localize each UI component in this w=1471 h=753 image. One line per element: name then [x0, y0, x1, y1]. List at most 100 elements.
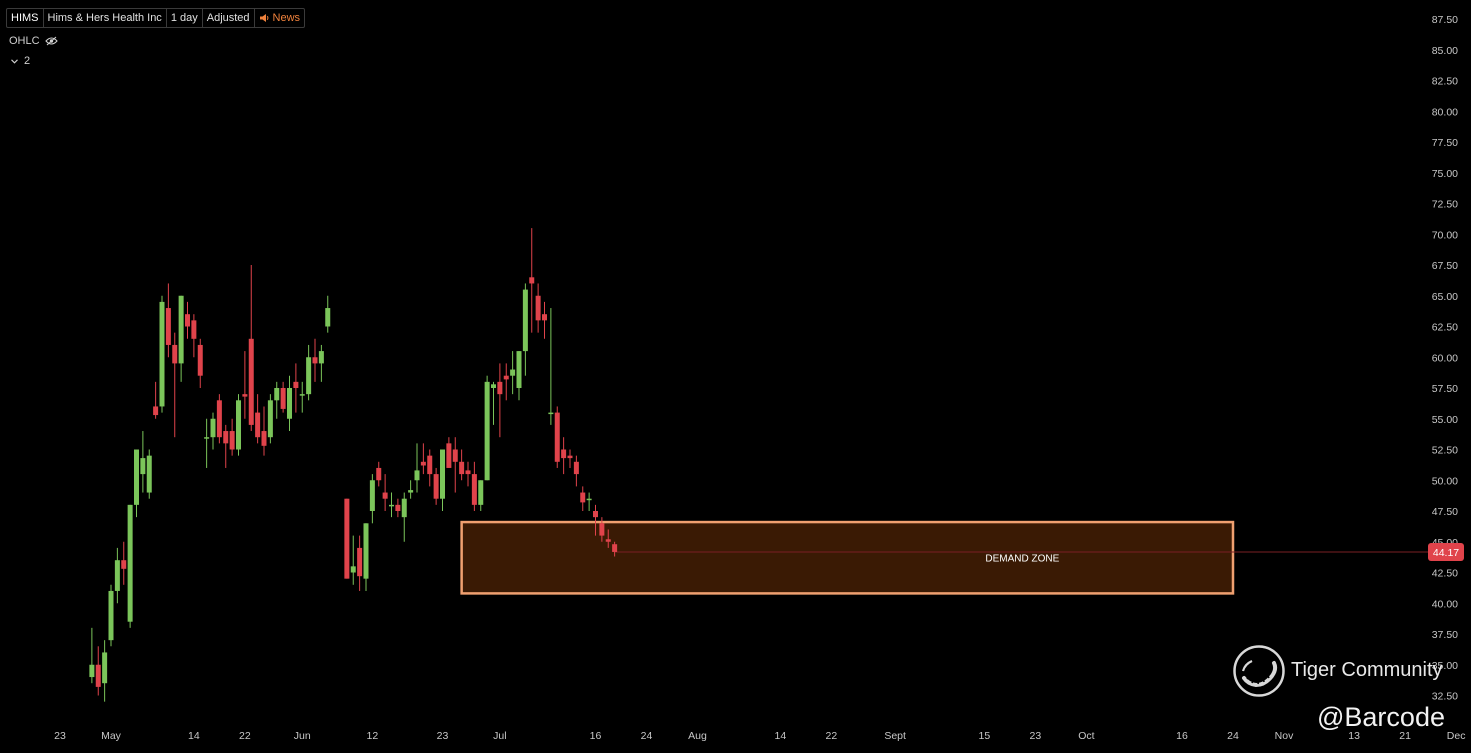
candle-up[interactable] — [491, 384, 496, 388]
candle-down[interactable] — [223, 431, 229, 444]
candle-up[interactable] — [146, 455, 152, 493]
candle-down[interactable] — [580, 492, 586, 503]
y-tick-label: 60.00 — [1432, 352, 1458, 364]
candle-up[interactable] — [414, 470, 420, 481]
candle-down[interactable] — [191, 320, 197, 339]
candle-down[interactable] — [242, 394, 248, 397]
candle-down[interactable] — [153, 406, 159, 416]
indicator-collapse[interactable]: 2 — [11, 55, 30, 67]
candle-up[interactable] — [127, 504, 133, 622]
candle-down[interactable] — [172, 344, 178, 364]
candle-up[interactable] — [267, 400, 273, 438]
candle-up[interactable] — [299, 394, 305, 396]
candle-down[interactable] — [465, 470, 471, 475]
candle-up[interactable] — [134, 449, 139, 505]
candle-up[interactable] — [548, 412, 554, 415]
x-tick-label: Dec — [1447, 730, 1466, 742]
candle-up[interactable] — [510, 369, 516, 376]
candle-up[interactable] — [484, 381, 490, 481]
candle-up[interactable] — [102, 652, 108, 684]
x-tick-label: 22 — [826, 730, 838, 742]
candle-up[interactable] — [204, 437, 210, 439]
candle-down[interactable] — [561, 449, 567, 459]
candle-down[interactable] — [95, 664, 101, 687]
candle-up[interactable] — [350, 566, 356, 573]
candle-down[interactable] — [599, 523, 605, 536]
candle-down[interactable] — [573, 461, 579, 475]
candle-down[interactable] — [542, 314, 547, 321]
candle-up[interactable] — [140, 458, 146, 475]
candle-down[interactable] — [567, 455, 573, 459]
candle-up[interactable] — [306, 357, 312, 395]
candle-down[interactable] — [293, 381, 299, 388]
candle-up[interactable] — [325, 308, 331, 327]
candle-down[interactable] — [229, 431, 235, 450]
candle-up[interactable] — [108, 590, 114, 641]
interval-button[interactable]: 1 day — [167, 9, 203, 27]
candle-down[interactable] — [121, 560, 127, 569]
candle-up[interactable] — [389, 504, 394, 507]
candle-up[interactable] — [586, 498, 592, 501]
candle-up[interactable] — [363, 523, 369, 579]
candle-down[interactable] — [216, 400, 222, 438]
x-tick-label: Nov — [1275, 730, 1294, 742]
candle-down[interactable] — [248, 338, 254, 425]
news-button[interactable]: News — [255, 9, 305, 27]
candle-up[interactable] — [408, 490, 414, 493]
candle-down[interactable] — [312, 357, 318, 364]
candle-up[interactable] — [159, 301, 165, 407]
candle-down[interactable] — [427, 455, 433, 475]
candle-down[interactable] — [261, 431, 267, 446]
x-tick-label: 23 — [54, 730, 66, 742]
candle-up[interactable] — [478, 480, 484, 505]
candle-down[interactable] — [376, 467, 382, 481]
candle-down[interactable] — [497, 381, 503, 395]
demand-zone-box[interactable] — [460, 520, 1235, 595]
adjust-button[interactable]: Adjusted — [203, 9, 255, 27]
candle-up[interactable] — [318, 351, 324, 364]
candle-down[interactable] — [612, 544, 618, 552]
candle-down[interactable] — [471, 474, 477, 505]
chevron-down-icon — [11, 58, 18, 64]
candle-up[interactable] — [89, 664, 95, 678]
y-tick-label: 72.50 — [1432, 199, 1458, 211]
candle-up[interactable] — [287, 388, 292, 419]
candle-up[interactable] — [522, 289, 528, 352]
candle-down[interactable] — [395, 504, 401, 511]
candle-down[interactable] — [459, 461, 465, 475]
candle-up[interactable] — [114, 560, 120, 591]
candle-up[interactable] — [274, 388, 280, 401]
candle-down[interactable] — [605, 539, 611, 542]
candle-up[interactable] — [440, 449, 445, 499]
candle-down[interactable] — [529, 277, 535, 284]
candle-down[interactable] — [357, 547, 363, 577]
candle-down[interactable] — [344, 498, 350, 579]
x-tick-label: 16 — [590, 730, 602, 742]
candle-down[interactable] — [165, 308, 171, 345]
candle-down[interactable] — [185, 314, 190, 327]
candle-down[interactable] — [433, 474, 439, 499]
candle-down[interactable] — [197, 344, 203, 376]
candle-down[interactable] — [280, 388, 286, 409]
x-tick-label: May — [101, 730, 122, 742]
candle-down[interactable] — [420, 461, 426, 466]
candle-down[interactable] — [503, 375, 509, 380]
candle-up[interactable] — [401, 498, 407, 518]
candle-up[interactable] — [178, 295, 184, 364]
candle-down[interactable] — [255, 412, 261, 438]
symbol-button[interactable]: HIMS — [7, 9, 44, 27]
candle-down[interactable] — [452, 449, 458, 462]
candle-up[interactable] — [516, 351, 522, 388]
candle-down[interactable] — [382, 492, 388, 499]
candle-down[interactable] — [593, 511, 598, 518]
candle-up[interactable] — [369, 480, 375, 511]
x-tick-label: Jun — [294, 730, 311, 742]
candle-down[interactable] — [535, 295, 541, 321]
candle-down[interactable] — [446, 443, 452, 468]
candle-up[interactable] — [236, 400, 241, 450]
candle-down[interactable] — [554, 412, 560, 462]
eye-off-icon[interactable] — [44, 36, 58, 46]
candle-up[interactable] — [210, 418, 216, 438]
x-tick-label: 15 — [979, 730, 991, 742]
